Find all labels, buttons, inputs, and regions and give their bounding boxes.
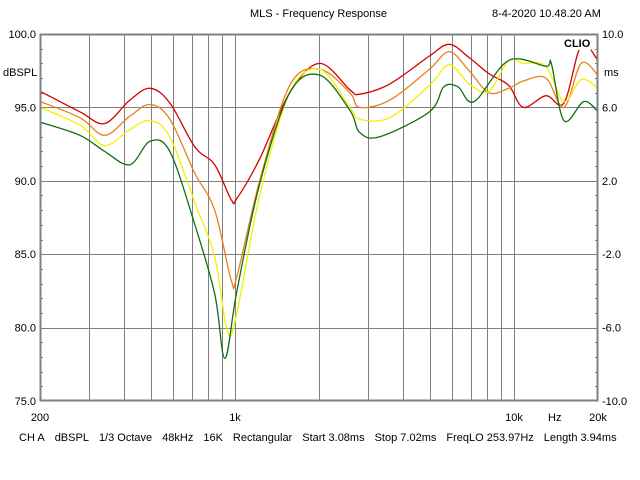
y2-tick-label: 6.0 xyxy=(602,102,617,114)
y-tick-label: 85.0 xyxy=(15,249,36,261)
footer-item: Length 3.94ms xyxy=(543,432,617,444)
y2-tick-label: -6.0 xyxy=(602,323,621,335)
x-tick-label: 20k xyxy=(589,412,607,424)
x-tick-label: Hz xyxy=(548,412,561,424)
footer-item: CH A xyxy=(19,432,45,444)
footer-item: 16K xyxy=(203,432,223,444)
y2-tick-label: 10.0 xyxy=(602,29,623,41)
series-line-orange xyxy=(39,50,599,290)
footer-item: Stop 7.02ms xyxy=(374,432,437,444)
y2-axis-label: ms xyxy=(604,67,619,79)
y-tick-label: 95.0 xyxy=(15,102,36,114)
footer-item: dBSPL xyxy=(54,432,89,444)
footer-item: 1/3 Octave xyxy=(98,432,153,444)
y-tick-label: 75.0 xyxy=(15,396,36,408)
x-tick-label: 200 xyxy=(31,412,49,424)
y2-tick-label: -10.0 xyxy=(602,396,627,408)
settings-footer: CH A dBSPL 1/3 Octave 48kHz 16K Rectangular St… xyxy=(19,432,617,444)
y-axis-label: dBSPL xyxy=(3,67,38,79)
chart-title: MLS - Frequency Response xyxy=(250,8,387,20)
series-line-red xyxy=(39,43,599,205)
footer-item: Start 3.08ms xyxy=(302,432,365,444)
y2-tick-label: 2.0 xyxy=(602,176,617,188)
y-tick-label: 90.0 xyxy=(15,176,36,188)
series-line-green xyxy=(39,58,599,360)
x-tick-label: 1k xyxy=(229,412,241,424)
timestamp: 8-4-2020 10.48.20 AM xyxy=(492,8,601,20)
series-line-yellow xyxy=(39,58,599,337)
footer-item: Rectangular xyxy=(232,432,293,444)
y-tick-label: 80.0 xyxy=(15,323,36,335)
clio-logo: CLIO xyxy=(563,38,592,50)
footer-item: 48kHz xyxy=(162,432,194,444)
x-tick-label: 10k xyxy=(505,412,523,424)
footer-item: FreqLO 253.97Hz xyxy=(446,432,534,444)
y2-tick-label: -2.0 xyxy=(602,249,621,261)
y-tick-label: 100.0 xyxy=(8,29,36,41)
plot-border xyxy=(39,33,599,402)
